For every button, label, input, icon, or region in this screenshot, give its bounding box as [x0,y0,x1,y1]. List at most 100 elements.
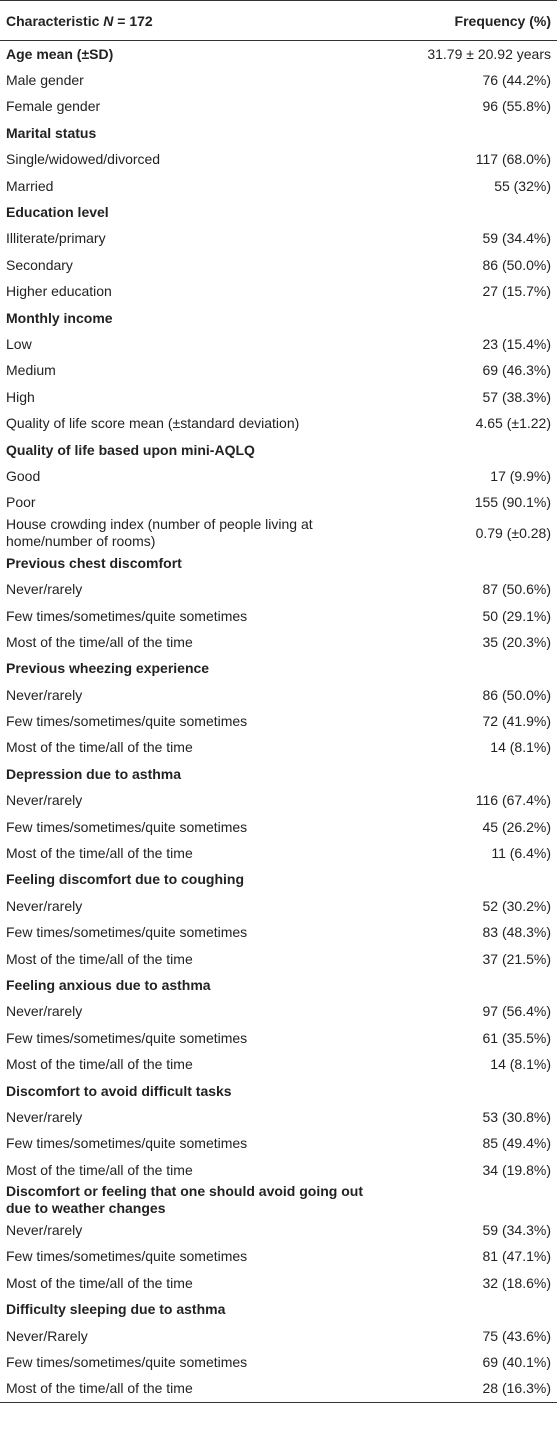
row-label: High [6,388,35,405]
row-value: 72 (41.9%) [482,713,551,730]
row-label: Never/Rarely [6,1327,88,1344]
table-row: Few times/sometimes/quite sometimes 50 (2… [0,603,557,629]
row-value [375,972,557,998]
row-label: Monthly income [6,309,113,326]
table-row: Most of the time/all of the time 14 (8.1%… [0,1051,557,1077]
table-row: House crowding index (number of people l… [0,516,557,550]
row-label: Education level [6,204,109,221]
section-row: Feeling discomfort due to coughing [0,867,557,893]
row-value: 27 (15.7%) [482,283,551,300]
table-row: Most of the time/all of the time 28 (16.3… [0,1375,557,1404]
table-row: Single/widowed/divorced 117 (68.0%) [0,147,557,173]
row-label: Most of the time/all of the time [6,1056,193,1073]
row-label: Most of the time/all of the time [6,1161,193,1178]
row-value: 96 (55.8%) [482,98,551,115]
row-label: Married [6,177,54,194]
row-label: House crowding index (number of people l… [6,516,313,550]
section-row: Age mean (±SD) 31.79 ± 20.92 years [0,41,557,68]
table-row: Female gender 96 (55.8%) [0,94,557,120]
table-row: Never/rarely 97 (56.4%) [0,999,557,1025]
data-table: Characteristic N = 172 Frequency (%) Age… [0,0,557,1404]
row-value: 55 (32%) [494,177,551,194]
row-value: 76 (44.2%) [482,72,551,89]
section-row: Discomfort to avoid difficult tasks [0,1078,557,1104]
row-label: Quality of life score mean (±standard de… [6,415,300,432]
table-row: Few times/sometimes/quite sometimes 81 (4… [0,1244,557,1270]
row-label: Single/widowed/divorced [6,151,161,168]
row-label: Few times/sometimes/quite sometimes [6,818,248,835]
table-header: Characteristic N = 172 Frequency (%) [0,0,557,41]
row-label: Few times/sometimes/quite sometimes [6,1248,248,1265]
section-row: Discomfort or feeling that one should av… [0,1183,557,1217]
row-label: Male gender [6,72,84,89]
row-value: 14 (8.1%) [490,739,551,756]
table-row: Never/rarely 86 (50.0%) [0,682,557,708]
table-row: Secondary 86 (50.0%) [0,252,557,278]
row-value [375,550,557,576]
table-row: Never/Rarely 75 (43.6%) [0,1323,557,1349]
row-label: Depression due to asthma [6,765,182,782]
row-label: Poor [6,494,36,511]
row-label: Few times/sometimes/quite sometimes [6,607,248,624]
row-value: 11 (6.4%) [491,845,551,862]
table-row: Most of the time/all of the time 32 (18.6… [0,1270,557,1296]
row-label: Feeling anxious due to asthma [6,976,211,993]
row-value [375,1078,557,1104]
row-label: Good [6,467,41,484]
table-row: Never/rarely 116 (67.4%) [0,788,557,814]
table-row: Few times/sometimes/quite sometimes 83 (4… [0,920,557,946]
row-value: 86 (50.0%) [482,686,551,703]
row-label: Previous wheezing experience [6,660,210,677]
header-row: Characteristic N = 172 Frequency (%) [0,0,557,41]
row-label: Few times/sometimes/quite sometimes [6,1135,248,1152]
table-row: Poor 155 (90.1%) [0,490,557,516]
table-row: Higher education 27 (15.7%) [0,279,557,305]
table-row: Male gender 76 (44.2%) [0,67,557,93]
header-cell: Characteristic N = 172 [0,0,375,41]
row-value [375,199,557,225]
table-row: Most of the time/all of the time 11 (6.4%… [0,840,557,866]
row-value: 52 (30.2%) [482,897,551,914]
row-label: Most of the time/all of the time [6,739,193,756]
row-value: 14 (8.1%) [490,1056,551,1073]
header-text: = 172 [117,12,153,29]
row-value: 32 (18.6%) [482,1274,551,1291]
row-value: 117 (68.0%) [475,151,551,168]
table-row: Few times/sometimes/quite sometimes 72 (4… [0,708,557,734]
table-row: Most of the time/all of the time 37 (21.5… [0,946,557,972]
section-row: Difficulty sleeping due to asthma [0,1297,557,1323]
row-label: Most of the time/all of the time [6,950,193,967]
row-value [375,120,557,146]
row-label: Previous chest discomfort [6,554,182,571]
row-value [375,1297,557,1323]
row-value [375,1183,557,1217]
table-row: Illiterate/primary 59 (34.4%) [0,226,557,252]
row-label: Higher education [6,283,112,300]
row-value: 86 (50.0%) [482,256,551,273]
row-value: 37 (21.5%) [482,950,551,967]
row-value: 35 (20.3%) [482,633,551,650]
row-label: Feeling discomfort due to coughing [6,871,244,888]
row-label: Few times/sometimes/quite sometimes [6,1354,248,1371]
row-label: Age mean (±SD) [6,45,114,62]
row-value: 59 (34.3%) [482,1222,551,1239]
row-value: 87 (50.6%) [482,581,551,598]
row-value: 23 (15.4%) [482,335,551,352]
table-row: Low 23 (15.4%) [0,331,557,357]
table-row: Never/rarely 59 (34.3%) [0,1217,557,1243]
row-value: 45 (26.2%) [482,818,551,835]
row-value [375,656,557,682]
row-value: 155 (90.1%) [474,494,551,511]
table-row: Most of the time/all of the time 34 (19.8… [0,1157,557,1183]
header-cell: Frequency (%) [375,0,557,41]
row-label: Most of the time/all of the time [6,1274,193,1291]
table-row: Few times/sometimes/quite sometimes 61 (3… [0,1025,557,1051]
row-value: 61 (35.5%) [482,1029,551,1046]
row-label: Low [6,335,32,352]
row-label: Most of the time/all of the time [6,633,193,650]
row-value: 85 (49.4%) [482,1135,551,1152]
row-value: 97 (56.4%) [482,1003,551,1020]
row-value: 34 (19.8%) [482,1161,551,1178]
row-label: Illiterate/primary [6,230,106,247]
table-row: Never/rarely 87 (50.6%) [0,576,557,602]
